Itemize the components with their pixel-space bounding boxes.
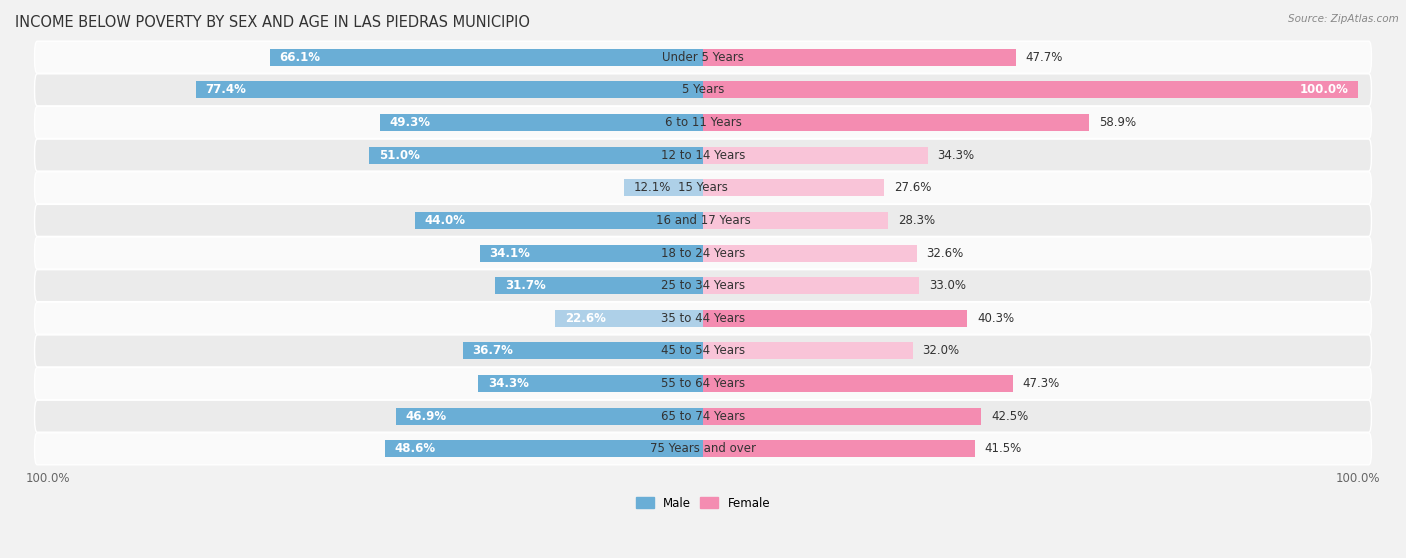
Text: 12 to 14 Years: 12 to 14 Years bbox=[661, 148, 745, 162]
Text: 12.1%: 12.1% bbox=[634, 181, 671, 194]
Bar bbox=[385, 440, 703, 458]
FancyBboxPatch shape bbox=[35, 335, 1371, 367]
Text: 5 Years: 5 Years bbox=[682, 83, 724, 97]
Bar bbox=[703, 147, 928, 163]
Text: Under 5 Years: Under 5 Years bbox=[662, 51, 744, 64]
Bar bbox=[270, 49, 703, 66]
Text: 32.6%: 32.6% bbox=[927, 247, 963, 259]
Text: 55 to 64 Years: 55 to 64 Years bbox=[661, 377, 745, 390]
Text: 16 and 17 Years: 16 and 17 Years bbox=[655, 214, 751, 227]
Text: 51.0%: 51.0% bbox=[378, 148, 419, 162]
Bar bbox=[703, 375, 1012, 392]
FancyBboxPatch shape bbox=[35, 107, 1371, 138]
Text: 34.1%: 34.1% bbox=[489, 247, 530, 259]
Text: 47.7%: 47.7% bbox=[1025, 51, 1063, 64]
Text: Source: ZipAtlas.com: Source: ZipAtlas.com bbox=[1288, 14, 1399, 24]
Text: 40.3%: 40.3% bbox=[977, 312, 1014, 325]
Bar bbox=[703, 310, 967, 327]
FancyBboxPatch shape bbox=[35, 302, 1371, 334]
FancyBboxPatch shape bbox=[35, 237, 1371, 269]
Bar bbox=[395, 408, 703, 425]
Text: 66.1%: 66.1% bbox=[280, 51, 321, 64]
FancyBboxPatch shape bbox=[35, 368, 1371, 400]
Bar bbox=[368, 147, 703, 163]
Text: 41.5%: 41.5% bbox=[984, 442, 1022, 455]
Text: 6 to 11 Years: 6 to 11 Years bbox=[665, 116, 741, 129]
Text: 32.0%: 32.0% bbox=[922, 344, 960, 358]
FancyBboxPatch shape bbox=[35, 270, 1371, 302]
Text: 42.5%: 42.5% bbox=[991, 410, 1029, 423]
Bar bbox=[703, 244, 917, 262]
Text: 25 to 34 Years: 25 to 34 Years bbox=[661, 279, 745, 292]
Bar bbox=[703, 114, 1088, 131]
Text: 34.3%: 34.3% bbox=[488, 377, 529, 390]
Text: 35 to 44 Years: 35 to 44 Years bbox=[661, 312, 745, 325]
Text: 46.9%: 46.9% bbox=[405, 410, 447, 423]
FancyBboxPatch shape bbox=[35, 400, 1371, 432]
Bar bbox=[415, 212, 703, 229]
Bar bbox=[703, 408, 981, 425]
Bar bbox=[703, 212, 889, 229]
Bar bbox=[555, 310, 703, 327]
Bar bbox=[703, 81, 1358, 98]
Text: 44.0%: 44.0% bbox=[425, 214, 465, 227]
Bar bbox=[703, 277, 920, 294]
FancyBboxPatch shape bbox=[35, 41, 1371, 73]
Bar bbox=[195, 81, 703, 98]
Text: 77.4%: 77.4% bbox=[205, 83, 246, 97]
Text: 100.0%: 100.0% bbox=[1299, 83, 1348, 97]
Bar bbox=[380, 114, 703, 131]
Text: INCOME BELOW POVERTY BY SEX AND AGE IN LAS PIEDRAS MUNICIPIO: INCOME BELOW POVERTY BY SEX AND AGE IN L… bbox=[15, 15, 530, 30]
Bar bbox=[703, 49, 1015, 66]
FancyBboxPatch shape bbox=[35, 172, 1371, 204]
Text: 31.7%: 31.7% bbox=[505, 279, 546, 292]
Text: 65 to 74 Years: 65 to 74 Years bbox=[661, 410, 745, 423]
Text: 28.3%: 28.3% bbox=[898, 214, 935, 227]
FancyBboxPatch shape bbox=[35, 74, 1371, 106]
Text: 47.3%: 47.3% bbox=[1022, 377, 1060, 390]
Text: 22.6%: 22.6% bbox=[565, 312, 606, 325]
Text: 75 Years and over: 75 Years and over bbox=[650, 442, 756, 455]
Bar bbox=[479, 244, 703, 262]
Text: 33.0%: 33.0% bbox=[929, 279, 966, 292]
Text: 45 to 54 Years: 45 to 54 Years bbox=[661, 344, 745, 358]
Bar bbox=[624, 179, 703, 196]
Text: 34.3%: 34.3% bbox=[938, 148, 974, 162]
Text: 15 Years: 15 Years bbox=[678, 181, 728, 194]
Bar bbox=[703, 440, 974, 458]
FancyBboxPatch shape bbox=[35, 139, 1371, 171]
Legend: Male, Female: Male, Female bbox=[631, 492, 775, 514]
Bar bbox=[495, 277, 703, 294]
Text: 36.7%: 36.7% bbox=[472, 344, 513, 358]
FancyBboxPatch shape bbox=[35, 433, 1371, 465]
Text: 58.9%: 58.9% bbox=[1098, 116, 1136, 129]
Text: 18 to 24 Years: 18 to 24 Years bbox=[661, 247, 745, 259]
Bar bbox=[703, 343, 912, 359]
Text: 27.6%: 27.6% bbox=[894, 181, 931, 194]
Text: 49.3%: 49.3% bbox=[389, 116, 430, 129]
Bar bbox=[463, 343, 703, 359]
Bar bbox=[478, 375, 703, 392]
Text: 48.6%: 48.6% bbox=[394, 442, 436, 455]
Bar bbox=[703, 179, 884, 196]
FancyBboxPatch shape bbox=[35, 204, 1371, 237]
